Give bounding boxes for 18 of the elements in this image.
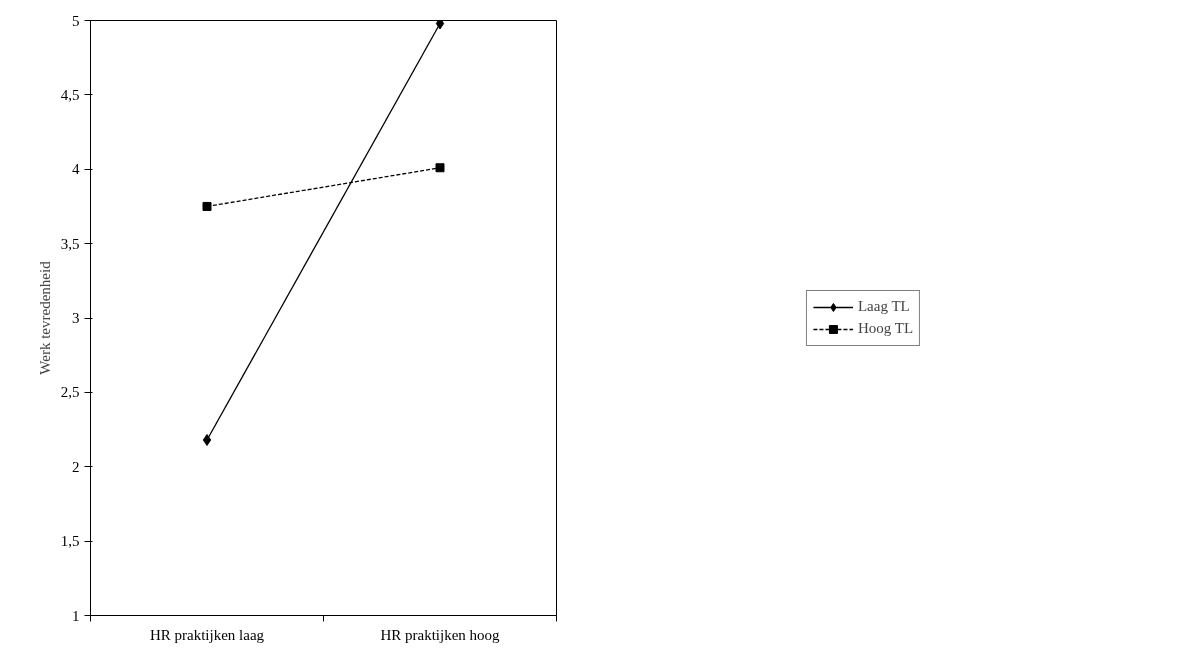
point (435, 20, 445, 30)
y-tick-label: 4 (72, 161, 80, 178)
x-tick-label: HR praktijken hoog (380, 626, 501, 643)
y-tick-label: 2,5 (60, 384, 80, 401)
legend-label: Hoog TL (857, 320, 914, 337)
x-tick-label: HR praktijken laag (149, 626, 265, 643)
y-tick-label: 3,5 (60, 235, 80, 252)
y-tick-label: 2 (72, 458, 80, 475)
y-tick-label: 1 (72, 607, 80, 624)
point (202, 201, 212, 211)
y-tick-label: 5 (72, 12, 80, 29)
point (202, 433, 212, 446)
y-tick-label: 1,5 (60, 533, 80, 550)
y-tick-label: 4,5 (60, 86, 80, 103)
y-tick-label: 3 (72, 310, 80, 326)
y-axis-title: Werk tevredenheid (36, 260, 53, 375)
legend-label: Laag TL (857, 298, 910, 315)
point (435, 163, 445, 173)
